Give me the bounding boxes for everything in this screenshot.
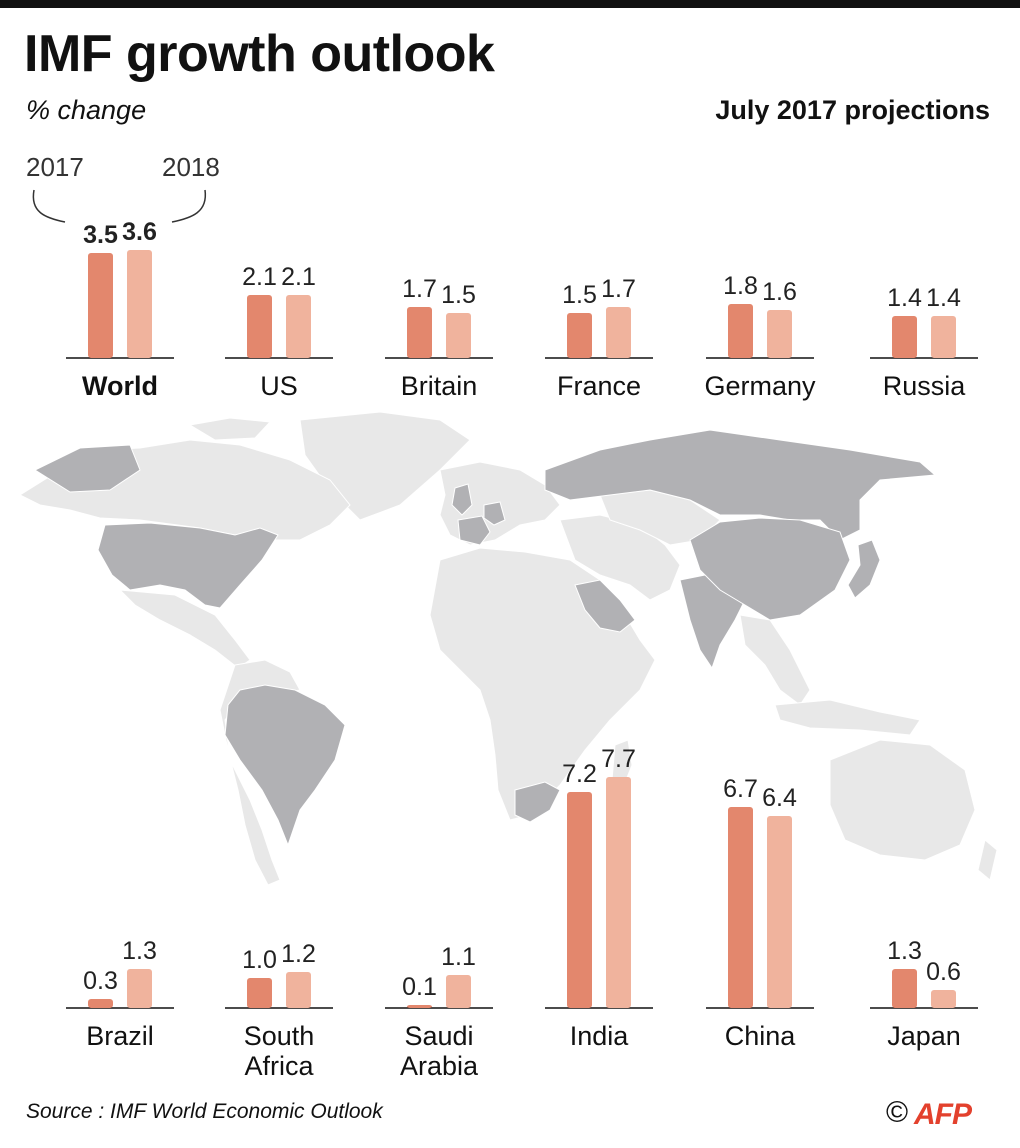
land-usa (97, 522, 279, 609)
value-label-brazil-2018: 1.3 (122, 937, 157, 965)
category-label-britain: Britain (401, 371, 478, 401)
projections-note: July 2017 projections (715, 95, 990, 125)
bar-japan-2018 (931, 990, 956, 1008)
bar-britain-2017 (407, 307, 432, 358)
bar-france-2018 (606, 307, 631, 358)
land-indonesia (774, 699, 921, 736)
value-label-world-2018: 3.6 (122, 218, 157, 246)
value-label-india-2017: 7.2 (562, 760, 597, 788)
value-label-india-2018: 7.7 (601, 745, 636, 773)
bar-saudi-arabia-2017 (407, 1005, 432, 1008)
category-label-south-africa: Africa (244, 1051, 314, 1081)
land-new-zealand (977, 839, 998, 881)
value-label-japan-2017: 1.3 (887, 937, 922, 965)
bar-saudi-arabia-2018 (446, 975, 471, 1008)
bar-china-2018 (767, 816, 792, 1008)
value-label-france-2018: 1.7 (601, 275, 636, 303)
value-label-russia-2018: 1.4 (926, 284, 961, 312)
bar-south-africa-2018 (286, 972, 311, 1008)
afp-logo: AFP (914, 1098, 972, 1131)
source-note: Source : IMF World Economic Outlook (26, 1100, 383, 1123)
bar-russia-2017 (892, 316, 917, 358)
land-china (689, 517, 851, 621)
bar-russia-2018 (931, 316, 956, 358)
value-label-china-2017: 6.7 (723, 775, 758, 803)
value-label-us-2017: 2.1 (242, 263, 277, 291)
category-label-south-africa: South (244, 1021, 315, 1051)
land-britain (451, 483, 473, 516)
category-label-saudi-arabia: Arabia (400, 1051, 479, 1081)
land-france (457, 515, 491, 546)
category-label-japan: Japan (887, 1021, 961, 1051)
value-label-japan-2018: 0.6 (926, 958, 961, 986)
bar-world-2018 (127, 250, 152, 358)
category-label-us: US (260, 371, 298, 401)
bar-germany-2018 (767, 310, 792, 358)
category-label-france: France (557, 371, 641, 401)
legend-year-2017: 2017 (26, 152, 84, 182)
bar-britain-2018 (446, 313, 471, 358)
category-label-brazil: Brazil (86, 1021, 154, 1051)
value-label-brazil-2017: 0.3 (83, 967, 118, 995)
bar-us-2018 (286, 295, 311, 358)
land-south-africa (514, 781, 561, 823)
bar-india-2018 (606, 777, 631, 1008)
bar-france-2017 (567, 313, 592, 358)
land-alaska (33, 444, 141, 493)
land-greenland (299, 411, 471, 521)
legend-year-2018: 2018 (162, 152, 220, 182)
value-label-world-2017: 3.5 (83, 221, 118, 249)
value-label-south-africa-2017: 1.0 (242, 946, 277, 974)
value-label-britain-2017: 1.7 (402, 275, 437, 303)
land-brazil (224, 684, 346, 847)
value-label-france-2017: 1.5 (562, 281, 597, 309)
bar-india-2017 (567, 792, 592, 1008)
land-russia (544, 429, 937, 541)
value-label-saudi-arabia-2018: 1.1 (441, 943, 476, 971)
bar-world-2017 (88, 253, 113, 358)
value-label-china-2018: 6.4 (762, 784, 797, 812)
legend-bracket-2018 (171, 189, 207, 223)
chart-title: IMF growth outlook (24, 25, 495, 83)
value-label-germany-2017: 1.8 (723, 272, 758, 300)
category-label-saudi-arabia: Saudi (404, 1021, 473, 1051)
top-rule (0, 0, 1020, 8)
land-south-america (219, 659, 301, 886)
value-label-russia-2017: 1.4 (887, 284, 922, 312)
value-label-us-2018: 2.1 (281, 263, 316, 291)
category-label-germany: Germany (704, 371, 816, 401)
category-label-russia: Russia (883, 371, 967, 401)
bar-brazil-2017 (88, 999, 113, 1008)
land-japan (847, 539, 881, 599)
bar-brazil-2018 (127, 969, 152, 1008)
bar-germany-2017 (728, 304, 753, 358)
value-label-south-africa-2018: 1.2 (281, 940, 316, 968)
chart-subtitle: % change (26, 95, 147, 125)
land-saudi-arabia (574, 579, 636, 633)
category-label-china: China (725, 1021, 797, 1051)
bar-japan-2017 (892, 969, 917, 1008)
value-label-saudi-arabia-2017: 0.1 (402, 973, 437, 1001)
land-germany (483, 501, 506, 526)
category-label-world: World (82, 371, 158, 401)
copyright-symbol: © (886, 1096, 909, 1129)
highlighted-countries (33, 429, 937, 847)
value-label-britain-2018: 1.5 (441, 281, 476, 309)
bar-china-2017 (728, 807, 753, 1008)
bar-us-2017 (247, 295, 272, 358)
land-australia (829, 739, 976, 861)
land-arctic-islands (188, 417, 272, 441)
bar-south-africa-2017 (247, 978, 272, 1008)
value-label-germany-2018: 1.6 (762, 278, 797, 306)
category-label-india: India (570, 1021, 630, 1051)
legend-bracket-2017 (32, 189, 66, 223)
